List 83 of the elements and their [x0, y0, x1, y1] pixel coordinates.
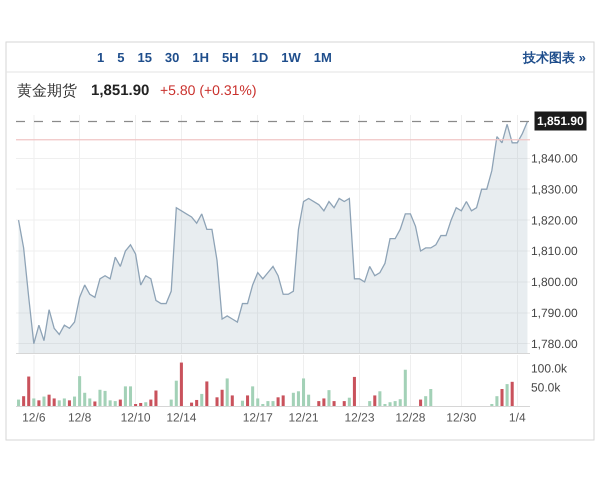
- bar: [144, 402, 148, 406]
- bar: [200, 394, 204, 406]
- y-tick-label: 50.0k: [531, 380, 562, 394]
- bar: [180, 362, 183, 406]
- bar: [240, 400, 244, 406]
- bar: [307, 394, 310, 406]
- bar: [170, 400, 173, 406]
- bar: [500, 389, 504, 406]
- x-tick-label: 12/14: [166, 410, 197, 424]
- bar: [230, 395, 234, 406]
- y-tick-label: 100.0k: [531, 361, 568, 376]
- bar: [302, 378, 306, 406]
- bar: [246, 395, 250, 406]
- bar: [174, 380, 178, 406]
- bar: [22, 396, 26, 406]
- x-tick-label: 12/10: [120, 410, 151, 424]
- bar: [348, 398, 351, 406]
- bar: [88, 398, 92, 406]
- bar: [205, 381, 208, 406]
- bar: [128, 386, 132, 406]
- bar: [68, 400, 71, 406]
- bar: [419, 400, 422, 406]
- bar: [388, 402, 392, 406]
- bar: [342, 401, 346, 406]
- bar: [378, 391, 382, 406]
- bar: [195, 400, 198, 406]
- bar: [226, 378, 229, 406]
- bar: [104, 390, 107, 406]
- bar: [296, 391, 300, 406]
- bar: [98, 390, 102, 406]
- bar: [404, 370, 407, 406]
- bar: [352, 376, 356, 406]
- bar: [292, 392, 295, 406]
- bar: [398, 399, 402, 406]
- x-tick-label: 12/17: [242, 410, 274, 424]
- x-tick-label: 12/23: [344, 410, 375, 424]
- bar: [510, 382, 514, 406]
- bar: [139, 402, 142, 406]
- bar: [322, 398, 326, 406]
- bar: [108, 400, 112, 406]
- bar: [52, 398, 56, 406]
- bar: [154, 390, 158, 406]
- bar: [32, 398, 36, 406]
- bar: [48, 394, 51, 406]
- bar: [114, 401, 117, 406]
- x-tick-label: 12/21: [288, 410, 319, 424]
- bar: [429, 389, 432, 406]
- bar: [276, 397, 280, 406]
- bar: [58, 400, 61, 406]
- bar: [394, 401, 397, 406]
- bar: [190, 402, 194, 406]
- bar: [62, 398, 66, 406]
- bar: [282, 395, 285, 406]
- bar: [17, 400, 20, 406]
- x-tick-label: 12/30: [446, 410, 477, 424]
- bar: [220, 390, 224, 406]
- bar: [78, 376, 82, 406]
- bar: [424, 396, 428, 406]
- bar: [215, 397, 219, 406]
- bar: [495, 396, 498, 406]
- bar: [251, 386, 254, 406]
- bar: [42, 396, 46, 406]
- bar: [368, 401, 372, 406]
- bar: [266, 401, 270, 406]
- bar: [271, 401, 275, 406]
- bar: [73, 396, 76, 406]
- bar: [83, 392, 86, 406]
- bar: [27, 376, 30, 406]
- bar: [332, 401, 336, 406]
- bar: [93, 401, 96, 406]
- bar: [327, 390, 331, 406]
- bar: [506, 384, 509, 406]
- x-tick-label: 12/6: [22, 410, 46, 424]
- bar: [124, 386, 127, 406]
- x-tick-label: 12/28: [395, 410, 426, 424]
- x-tick-label: 12/8: [68, 410, 92, 424]
- bar: [256, 398, 260, 406]
- x-tick-label: 1/4: [508, 410, 526, 424]
- bar: [37, 400, 40, 406]
- bar: [317, 401, 320, 406]
- bar: [373, 395, 376, 406]
- bar: [149, 400, 152, 406]
- bar: [118, 400, 122, 406]
